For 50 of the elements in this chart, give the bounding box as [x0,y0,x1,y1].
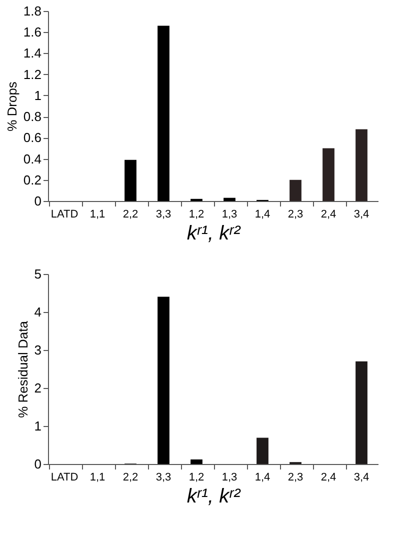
bar [290,180,302,201]
bar [356,129,368,201]
x-tick-label: 1,2 [188,208,204,220]
y-tick-label: 1.6 [23,24,42,40]
x-tick-label: 2,3 [288,472,304,484]
x-axis-title: kʳ¹, kʳ² [186,222,242,244]
x-tick-label: 3,4 [354,472,370,484]
y-tick-label: 1.4 [23,46,42,61]
x-tick-label: 1,3 [222,472,238,484]
y-tick-label: 3 [34,342,42,358]
y-tick-label: 1 [34,88,42,103]
x-tick-label: 3,4 [354,208,370,220]
x-tick-label: 1,3 [222,208,238,220]
x-tick-label: 2,2 [122,472,138,484]
bar [224,198,236,201]
x-tick-label: LATD [50,208,78,220]
y-tick-label: 4 [34,304,42,320]
bar [322,148,334,201]
y-tick-label: 0 [34,456,42,472]
bar [256,438,268,464]
y-tick-label: 1.2 [23,66,42,82]
y-tick-label: 0.4 [23,151,42,166]
x-tick-label: 2,4 [320,208,336,220]
x-tick-label: 1,1 [90,208,106,220]
x-tick-label: 3,3 [156,472,172,484]
x-axis-title: kʳ¹, kʳ² [186,486,242,508]
y-tick-label: 0.2 [23,172,42,188]
y-tick-label: 5 [34,266,42,282]
x-tick-label: 3,3 [156,208,172,220]
y-tick-label: 0.8 [23,109,42,124]
x-tick-label: 2,4 [320,472,336,484]
y-tick-label: 1.8 [23,4,42,18]
x-tick-label: 1,4 [254,208,270,220]
x-tick-label: 1,4 [254,472,270,484]
bar [124,160,136,201]
x-tick-label: 1,1 [90,472,106,484]
y-tick-label: 1 [34,418,42,434]
y-axis-title: % Residual Data [15,320,30,418]
bar [356,361,368,464]
x-tick-label: 1,2 [188,472,204,484]
y-tick-label: 0 [34,194,42,208]
x-tick-label: 2,2 [122,208,138,220]
y-tick-label: 0.6 [23,130,42,146]
bar [190,459,202,464]
x-tick-label: LATD [50,472,78,484]
bar [158,296,170,464]
y-tick-label: 2 [34,380,42,396]
x-tick-label: 2,3 [288,208,304,220]
y-axis-title: % Drops [4,81,20,132]
bar [158,26,170,201]
